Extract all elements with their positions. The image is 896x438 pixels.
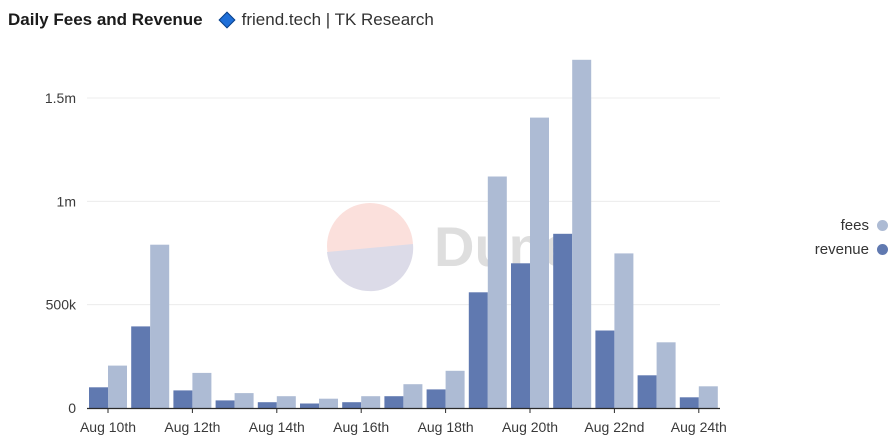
x-tick-label: Aug 22nd — [584, 419, 644, 435]
bar-fees[interactable] — [150, 244, 170, 408]
legend-dot-icon — [877, 219, 888, 231]
y-tick-label: 0 — [68, 400, 76, 416]
bar-revenue[interactable] — [215, 400, 235, 408]
bar-revenue[interactable] — [173, 390, 193, 408]
bar-fees[interactable] — [656, 342, 676, 408]
y-tick-label: 500k — [46, 297, 77, 313]
bar-revenue[interactable] — [595, 330, 615, 409]
bar-fees[interactable] — [108, 365, 127, 408]
bar-fees[interactable] — [572, 59, 592, 409]
bar-fees[interactable] — [487, 176, 507, 409]
bar-revenue[interactable] — [342, 402, 362, 408]
bar-revenue[interactable] — [637, 375, 657, 408]
bar-revenue[interactable] — [384, 396, 404, 408]
chart-title: Daily Fees and Revenue — [8, 10, 203, 29]
bar-fees[interactable] — [530, 117, 549, 408]
legend-label: revenue — [814, 240, 869, 258]
legend-label: fees — [840, 216, 869, 234]
legend-item-fees[interactable]: fees — [800, 213, 888, 237]
bar-fees[interactable] — [319, 398, 338, 408]
legend-dot-icon — [877, 243, 888, 255]
legend-item-revenue[interactable]: revenue — [800, 237, 888, 261]
bar-revenue[interactable] — [468, 292, 488, 408]
x-tick-label: Aug 10th — [80, 419, 136, 435]
x-tick-label: Aug 20th — [502, 419, 558, 435]
bar-fees[interactable] — [614, 253, 634, 408]
chart-header: Daily Fees and Revenue friend.tech | TK … — [8, 8, 434, 32]
bar-revenue[interactable] — [257, 402, 277, 408]
bar-revenue[interactable] — [553, 233, 573, 408]
y-tick-label: 1m — [57, 193, 76, 209]
y-axis: 0 500k 1m 1.5m — [45, 90, 77, 416]
bar-revenue[interactable] — [426, 389, 446, 408]
bar-fees[interactable] — [403, 384, 423, 408]
bar-fees[interactable] — [192, 372, 212, 408]
dune-logo-shade — [327, 244, 414, 292]
bar-revenue[interactable] — [89, 387, 108, 408]
bar-fees[interactable] — [234, 393, 254, 408]
bar-revenue[interactable] — [679, 397, 699, 408]
x-tick-label: Aug 12th — [164, 419, 220, 435]
bars — [89, 59, 718, 409]
bar-fees[interactable] — [445, 370, 465, 408]
x-tick-label: Aug 14th — [249, 419, 305, 435]
bar-fees[interactable] — [698, 386, 718, 408]
y-tick-label: 1.5m — [45, 90, 76, 106]
legend: fees revenue — [800, 213, 888, 261]
bar-revenue[interactable] — [300, 403, 319, 409]
bar-revenue[interactable] — [511, 263, 530, 408]
bar-revenue[interactable] — [131, 326, 151, 408]
x-tick-label: Aug 18th — [418, 419, 474, 435]
bar-fees[interactable] — [276, 396, 296, 408]
chart-subtitle: friend.tech | TK Research — [241, 10, 434, 29]
bar-fees[interactable] — [361, 396, 381, 408]
x-tick-label: Aug 24th — [671, 419, 727, 435]
x-tick-label: Aug 16th — [333, 419, 389, 435]
x-axis: Aug 10th Aug 12th Aug 14th Aug 16th Aug 18th… — [80, 407, 727, 435]
